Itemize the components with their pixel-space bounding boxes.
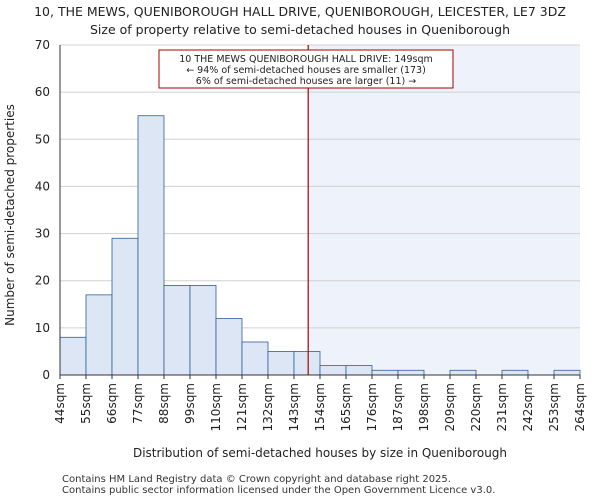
x-tick-label: 209sqm [443,383,457,431]
x-tick-label: 231sqm [495,383,509,431]
annotation-box: 10 THE MEWS QUENIBOROUGH HALL DRIVE: 149… [158,49,454,89]
bar-209sqm [449,369,477,376]
y-tick-label: 0 [42,368,50,382]
bar-110sqm [215,318,243,376]
bar-231sqm [501,369,529,376]
bar-176sqm [371,369,399,376]
x-tick-label: 264sqm [573,383,587,431]
x-tick-label: 110sqm [209,383,223,431]
y-tick-label: 40 [35,179,50,193]
x-tick-label: 55sqm [79,383,93,424]
x-tick-label: 253sqm [547,383,561,431]
x-tick-label: 176sqm [365,383,379,431]
x-tick-label: 242sqm [521,383,535,431]
bar-55sqm [85,294,113,376]
footer-line-1: Contains HM Land Registry data © Crown c… [62,474,451,485]
x-tick-label: 44sqm [53,383,67,424]
bar-154sqm [319,365,347,376]
bar-77sqm [137,115,165,376]
x-tick-label: 154sqm [313,383,327,431]
annotation-line-2: ← 94% of semi-detached houses are smalle… [186,65,426,76]
x-tick-labels: 44sqm 55sqm 66sqm 77sqm 88sqm 99sqm 110sqm 121s… [53,375,587,431]
y-tick-label: 20 [35,274,50,288]
annotation-line-1: 10 THE MEWS QUENIBOROUGH HALL DRIVE: 149… [179,54,433,65]
bar-253sqm [553,369,581,376]
bar-132sqm [267,351,295,376]
x-tick-label: 132sqm [261,383,275,431]
x-tick-label: 121sqm [235,383,249,431]
y-tick-label: 60 [35,85,50,99]
bar-88sqm [163,285,191,376]
bar-44sqm [59,336,87,376]
bar-143sqm [293,351,321,376]
x-axis-label: Distribution of semi-detached houses by … [133,446,507,460]
bars [59,115,581,376]
y-tick-label: 10 [35,321,50,335]
x-tick-label: 88sqm [157,383,171,424]
y-axis-label: Number of semi-detached properties [3,104,17,326]
x-tick-label: 165sqm [339,383,353,431]
x-tick-label: 220sqm [469,383,483,431]
y-tick-labels: 0 10 20 30 40 50 60 70 [35,38,50,382]
bar-165sqm [345,365,373,376]
x-tick-label: 198sqm [417,383,431,431]
y-tick-label: 30 [35,227,50,241]
annotation-line-3: 6% of semi-detached houses are larger (1… [196,76,416,87]
x-tick-label: 143sqm [287,383,301,431]
x-tick-label: 99sqm [183,383,197,424]
footer-line-2: Contains public sector information licen… [62,485,496,496]
bar-99sqm [189,285,217,376]
bar-66sqm [111,237,139,376]
bar-121sqm [241,341,269,376]
x-tick-label: 187sqm [391,383,405,431]
x-tick-label: 77sqm [131,383,145,424]
y-tick-label: 70 [35,38,50,52]
x-tick-label: 66sqm [105,383,119,424]
y-tick-label: 50 [35,132,50,146]
bar-187sqm [397,369,425,376]
larger-region-shade [308,45,580,375]
chart-title: 10, THE MEWS, QUENIBOROUGH HALL DRIVE, Q… [34,4,566,19]
chart-subtitle: Size of property relative to semi-detach… [90,22,510,37]
